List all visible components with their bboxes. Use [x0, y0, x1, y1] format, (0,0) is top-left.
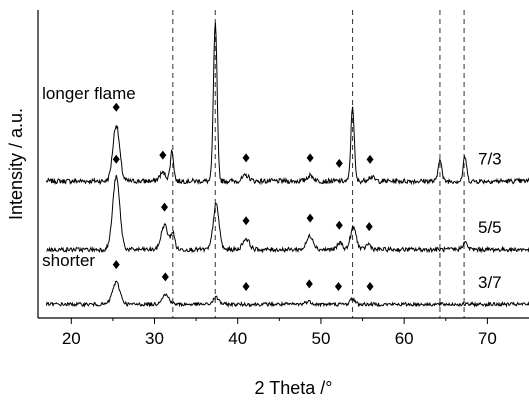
annotation-label: shorter [42, 251, 95, 270]
x-tick-label: 60 [395, 329, 414, 348]
x-tick-label: 50 [311, 329, 330, 348]
peak-marker [112, 102, 120, 112]
peak-marker [335, 158, 343, 168]
curve-label: 5/5 [478, 218, 502, 237]
curve-7-3 [45, 22, 529, 186]
annotations: longer flame shorter [42, 84, 136, 270]
peak-marker [242, 282, 250, 292]
peak-marker [112, 260, 120, 270]
peak-marker [366, 282, 374, 292]
x-tick-label: 70 [478, 329, 497, 348]
peak-marker [159, 150, 167, 160]
curve-label: 3/7 [478, 273, 502, 292]
axes [37, 10, 529, 319]
peak-marker [160, 202, 168, 212]
peak-marker [306, 213, 314, 223]
x-tick-label: 30 [145, 329, 164, 348]
diffraction-curves [45, 22, 529, 308]
x-ticks: 20 30 40 50 60 70 [62, 318, 497, 348]
x-axis-title: 2 Theta /° [255, 378, 333, 398]
peak-marker [242, 153, 250, 163]
peak-markers [112, 102, 374, 292]
y-axis-title: Intensity / a.u. [6, 108, 26, 220]
peak-marker [306, 153, 314, 163]
peak-marker [242, 216, 250, 226]
curve-5-5 [46, 174, 529, 254]
peak-marker [112, 154, 120, 164]
curve-labels: 7/3 5/5 3/7 [478, 150, 502, 292]
peak-marker [335, 220, 343, 230]
curve-3-7 [45, 280, 529, 308]
peak-marker [365, 222, 373, 232]
peak-marker [334, 282, 342, 292]
reference-lines [172, 10, 465, 318]
curve-label: 7/3 [478, 150, 502, 169]
peak-marker [366, 154, 374, 164]
x-tick-label: 40 [228, 329, 247, 348]
x-tick-label: 20 [62, 329, 81, 348]
annotation-label: longer flame [42, 84, 136, 103]
peak-marker [161, 272, 169, 282]
peak-marker [305, 279, 313, 289]
